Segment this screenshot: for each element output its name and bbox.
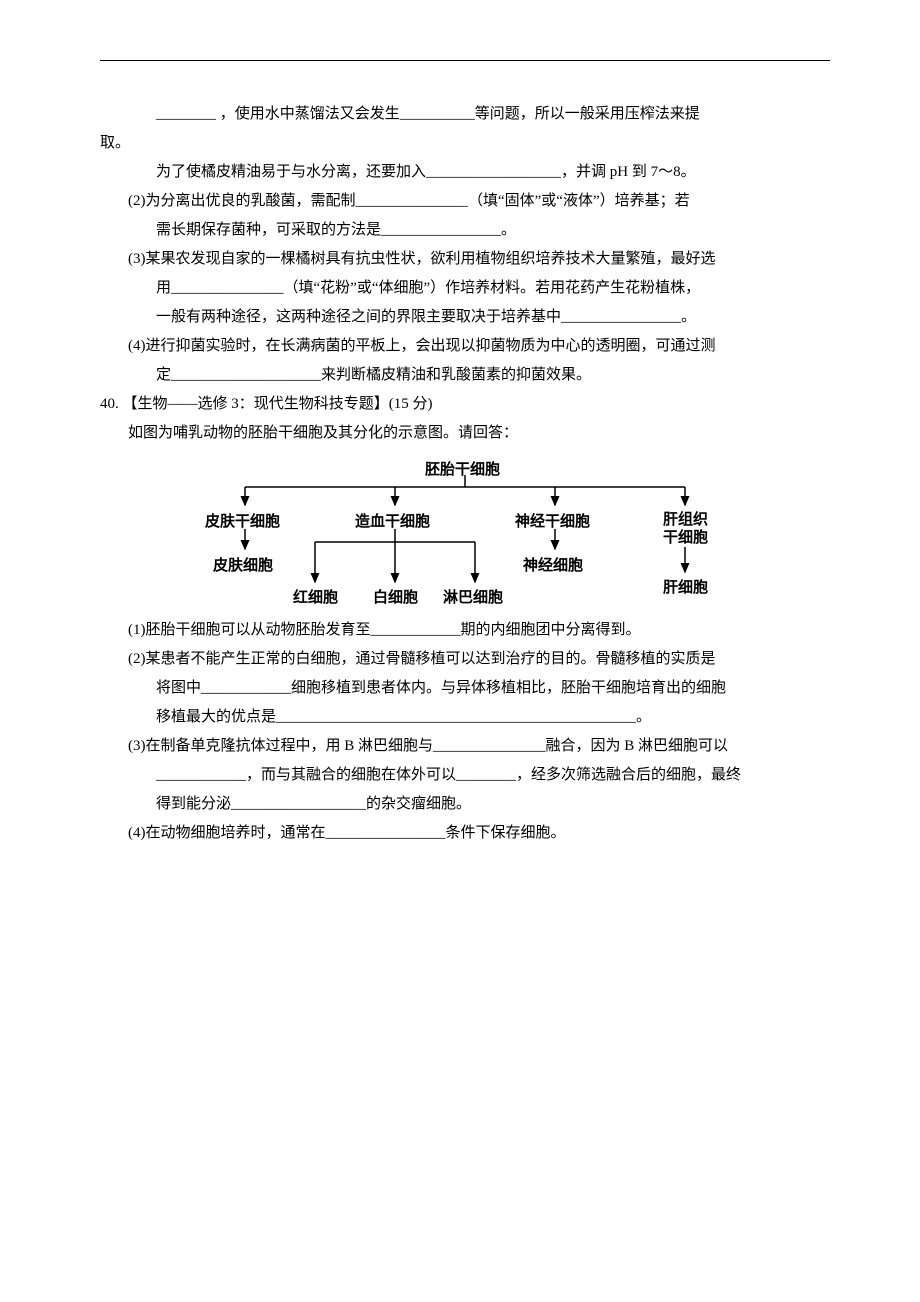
top-rule [100,60,830,61]
q3-line-a: (3)某果农发现自家的一棵橘树具有抗虫性状，欲利用植物组织培养技术大量繁殖，最好… [100,246,830,273]
node-skin: 皮肤细胞 [213,553,273,580]
node-liver: 肝细胞 [663,575,708,602]
q2-line-a: (2)为分离出优良的乳酸菌，需配制_______________（填“固体”或“… [100,188,830,215]
cont-line-1a: ________ ，使用水中蒸馏法又会发生__________等问题，所以一般采… [100,101,830,128]
q3-line-b: 用_______________（填“花粉”或“体细胞”）作培养材料。若用花药产… [100,275,830,302]
node-liver-stem-b: 干细胞 [663,525,708,552]
q3-line-c: 一般有两种途径，这两种途径之间的界限主要取决于培养基中_____________… [100,304,830,331]
node-root: 胚胎干细胞 [425,457,500,484]
d4: (4)在动物细胞培养时，通常在________________条件下保存细胞。 [100,820,830,847]
d3a: (3)在制备单克隆抗体过程中，用 B 淋巴细胞与_______________融… [100,733,830,760]
node-red: 红细胞 [293,585,338,612]
node-blood-stem: 造血干细胞 [355,509,430,536]
q40-title: 40. 【生物——选修 3：现代生物科技专题】(15 分) [100,391,830,418]
d3c: 得到能分泌__________________的杂交瘤细胞。 [100,791,830,818]
node-lymph: 淋巴细胞 [443,585,503,612]
node-white: 白细胞 [373,585,418,612]
q40-intro: 如图为哺乳动物的胚胎干细胞及其分化的示意图。请回答： [100,420,830,447]
cont-line-1b: 取。 [100,130,830,157]
cont-line-2: 为了使橘皮精油易于与水分离，还要加入__________________，并调 … [100,159,830,186]
q4-line-a: (4)进行抑菌实验时，在长满病菌的平板上，会出现以抑菌物质为中心的透明圈，可通过… [100,333,830,360]
node-nerve: 神经细胞 [523,553,583,580]
d1: (1)胚胎干细胞可以从动物胚胎发育至____________期的内细胞团中分离得… [100,617,830,644]
d3b: ____________，而与其融合的细胞在体外可以________，经多次筛选… [100,762,830,789]
node-nerve-stem: 神经干细胞 [515,509,590,536]
q2-line-b: 需长期保存菌种，可采取的方法是________________。 [100,217,830,244]
node-skin-stem: 皮肤干细胞 [205,509,280,536]
q4-line-b: 定____________________来判断橘皮精油和乳酸菌素的抑菌效果。 [100,362,830,389]
d2b: 将图中____________细胞移植到患者体内。与异体移植相比，胚胎干细胞培育… [100,675,830,702]
d2c: 移植最大的优点是________________________________… [100,704,830,731]
d2a: (2)某患者不能产生正常的白细胞，通过骨髓移植可以达到治疗的目的。骨髓移植的实质… [100,646,830,673]
stem-cell-diagram: 胚胎干细胞 皮肤干细胞 造血干细胞 神经干细胞 肝组织 干细胞 皮肤细胞 红细胞… [185,457,745,607]
